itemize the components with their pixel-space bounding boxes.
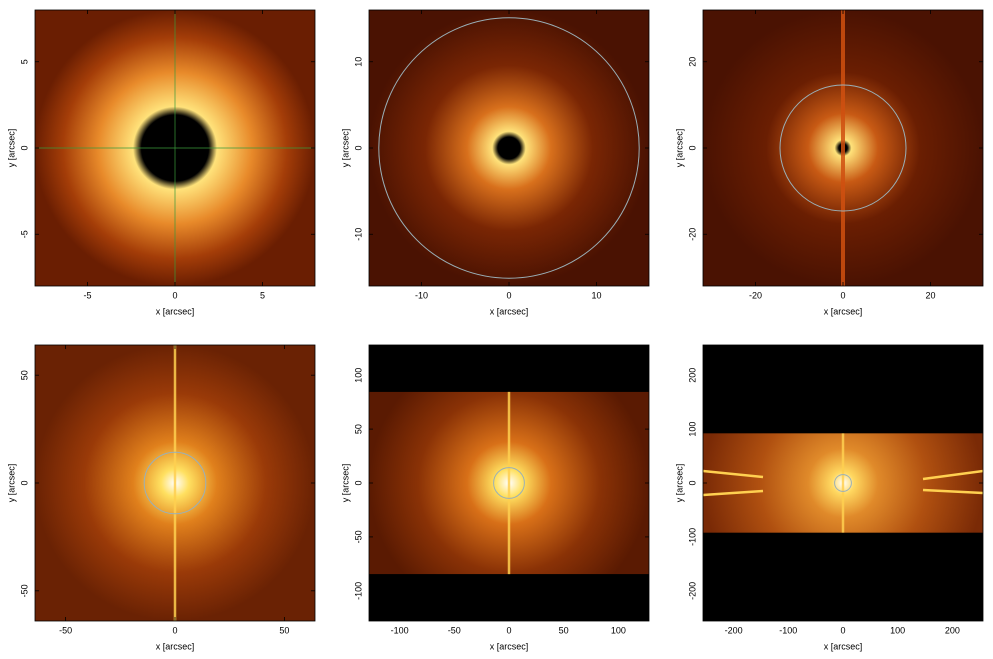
y-tick-label: 100 [353,368,363,383]
streak [702,469,764,479]
y-tick-label: 0 [687,145,697,150]
y-tick-label: -5 [19,230,29,238]
mask-band [703,345,983,434]
aperture [493,467,525,499]
x-tick-label: -20 [749,290,762,300]
y-axis-label: y [arcsec] [674,464,684,503]
y-tick-label: 10 [353,57,363,67]
x-axis-label: x [arcsec] [490,306,529,316]
x-tick-label: 100 [611,625,626,635]
y-tick-label: 0 [353,480,363,485]
y-tick-label: 0 [19,145,29,150]
x-tick-label: -100 [779,625,797,635]
x-tick-label: 0 [840,625,845,635]
y-tick-label: -10 [353,228,363,241]
x-axis-label: x [arcsec] [156,306,195,316]
x-tick-label: 0 [172,290,177,300]
y-axis-label: y [arcsec] [340,129,350,168]
y-tick-label: -100 [687,528,697,546]
x-tick-label: -100 [391,625,409,635]
aperture [143,451,207,515]
x-tick-label: -50 [59,625,72,635]
y-axis-label: y [arcsec] [340,464,350,503]
x-tick-label: 50 [279,625,289,635]
x-tick-label: 20 [925,290,935,300]
x-tick-label: -5 [83,290,91,300]
x-axis-label: x [arcsec] [156,641,195,651]
x-tick-label: 0 [506,625,511,635]
streak [922,488,984,495]
y-tick-label: 50 [353,424,363,434]
mask-band [369,345,649,392]
y-axis-label: y [arcsec] [6,129,16,168]
image [369,10,649,286]
streak [922,469,984,481]
x-tick-label: 50 [559,625,569,635]
x-axis-label: x [arcsec] [824,306,863,316]
x-tick-label: 0 [506,290,511,300]
x-tick-label: 0 [840,290,845,300]
mask-band [369,574,649,621]
y-tick-label: 0 [19,480,29,485]
x-tick-label: -10 [415,290,428,300]
aperture [378,17,640,279]
x-tick-label: 200 [945,625,960,635]
x-tick-label: -50 [448,625,461,635]
x-tick-label: -200 [725,625,743,635]
y-tick-label: 5 [19,59,29,64]
mask-band [703,532,983,621]
y-tick-label: 100 [687,422,697,437]
y-tick-label: 0 [353,145,363,150]
x-tick-label: 0 [172,625,177,635]
y-tick-label: 0 [687,480,697,485]
y-tick-label: -50 [19,584,29,597]
x-tick-label: 100 [890,625,905,635]
y-tick-label: -50 [353,530,363,543]
x-axis-label: x [arcsec] [490,641,529,651]
y-tick-label: 50 [19,370,29,380]
y-tick-label: 200 [687,368,697,383]
x-axis-label: x [arcsec] [824,641,863,651]
y-axis-label: y [arcsec] [6,464,16,503]
y-axis-label: y [arcsec] [674,129,684,168]
aperture [779,84,907,212]
y-tick-label: 20 [687,57,697,67]
streak [702,489,764,497]
y-tick-label: -20 [687,228,697,241]
x-tick-label: 5 [260,290,265,300]
y-tick-label: -100 [353,582,363,600]
aperture [834,474,852,492]
y-tick-label: -200 [687,582,697,600]
x-tick-label: 10 [591,290,601,300]
